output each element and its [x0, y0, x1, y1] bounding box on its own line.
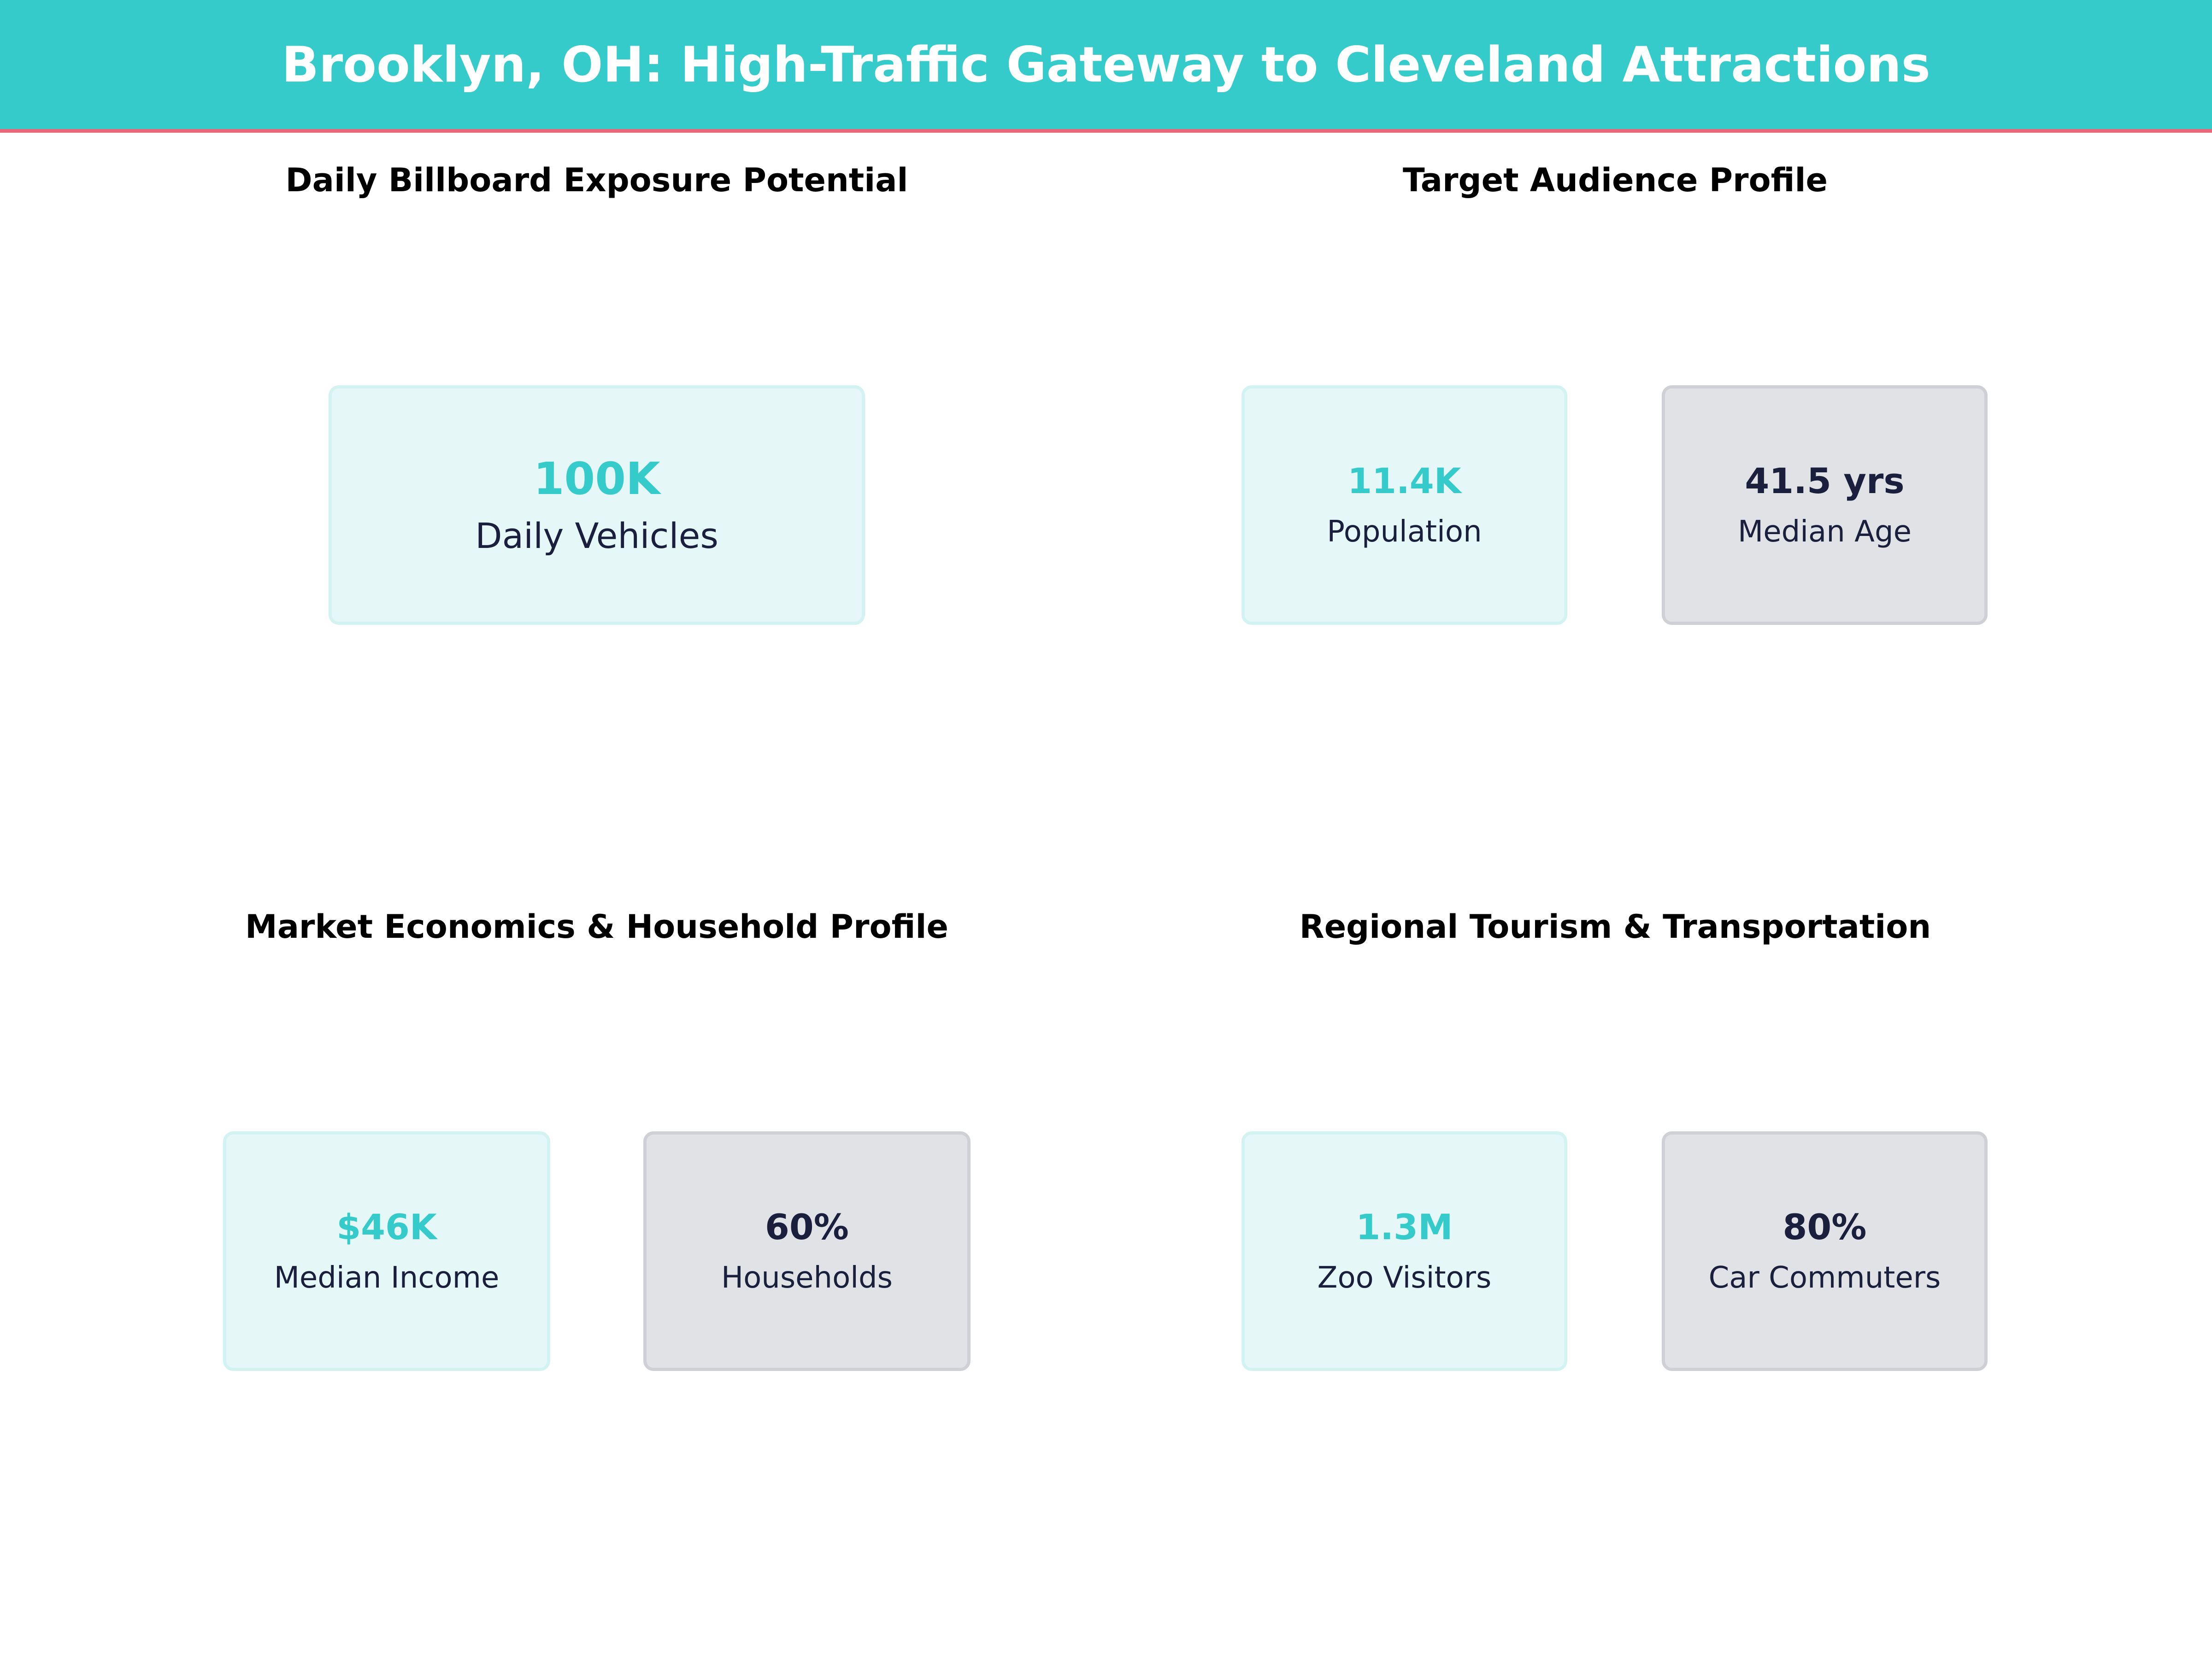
stat-card-car-commuters: 80% Car Commuters [1662, 1131, 1988, 1371]
stat-value: 60% [765, 1206, 849, 1247]
stat-card-median-age: 41.5 yrs Median Age [1662, 385, 1988, 625]
panel-title-tourism: Regional Tourism & Transportation [1299, 908, 1931, 946]
stat-card-daily-vehicles: 100K Daily Vehicles [329, 385, 865, 625]
page-title: Brooklyn, OH: High-Traffic Gateway to Cl… [282, 36, 1930, 93]
stat-label: Zoo Visitors [1317, 1261, 1492, 1295]
stat-value: 100K [533, 453, 660, 505]
stat-label: Median Age [1738, 515, 1912, 549]
panel-title-audience: Target Audience Profile [1403, 161, 1828, 199]
stat-value: 11.4K [1347, 460, 1461, 501]
stat-card-households: 60% Households [643, 1131, 971, 1371]
stat-label: Car Commuters [1708, 1261, 1941, 1295]
stat-value: 41.5 yrs [1745, 460, 1905, 501]
panel-title-exposure: Daily Billboard Exposure Potential [285, 161, 908, 199]
stat-value: 1.3M [1356, 1206, 1453, 1247]
stat-value: $46K [336, 1206, 437, 1247]
stat-label: Households [721, 1261, 893, 1295]
stat-card-median-income: $46K Median Income [223, 1131, 550, 1371]
header-banner: Brooklyn, OH: High-Traffic Gateway to Cl… [0, 0, 2212, 133]
panel-title-economics: Market Economics & Household Profile [245, 908, 948, 946]
stat-label: Median Income [274, 1261, 500, 1295]
stat-card-population: 11.4K Population [1241, 385, 1567, 625]
stat-label: Daily Vehicles [475, 515, 718, 556]
stat-card-zoo-visitors: 1.3M Zoo Visitors [1241, 1131, 1567, 1371]
stat-label: Population [1327, 515, 1482, 549]
stat-value: 80% [1783, 1206, 1867, 1247]
